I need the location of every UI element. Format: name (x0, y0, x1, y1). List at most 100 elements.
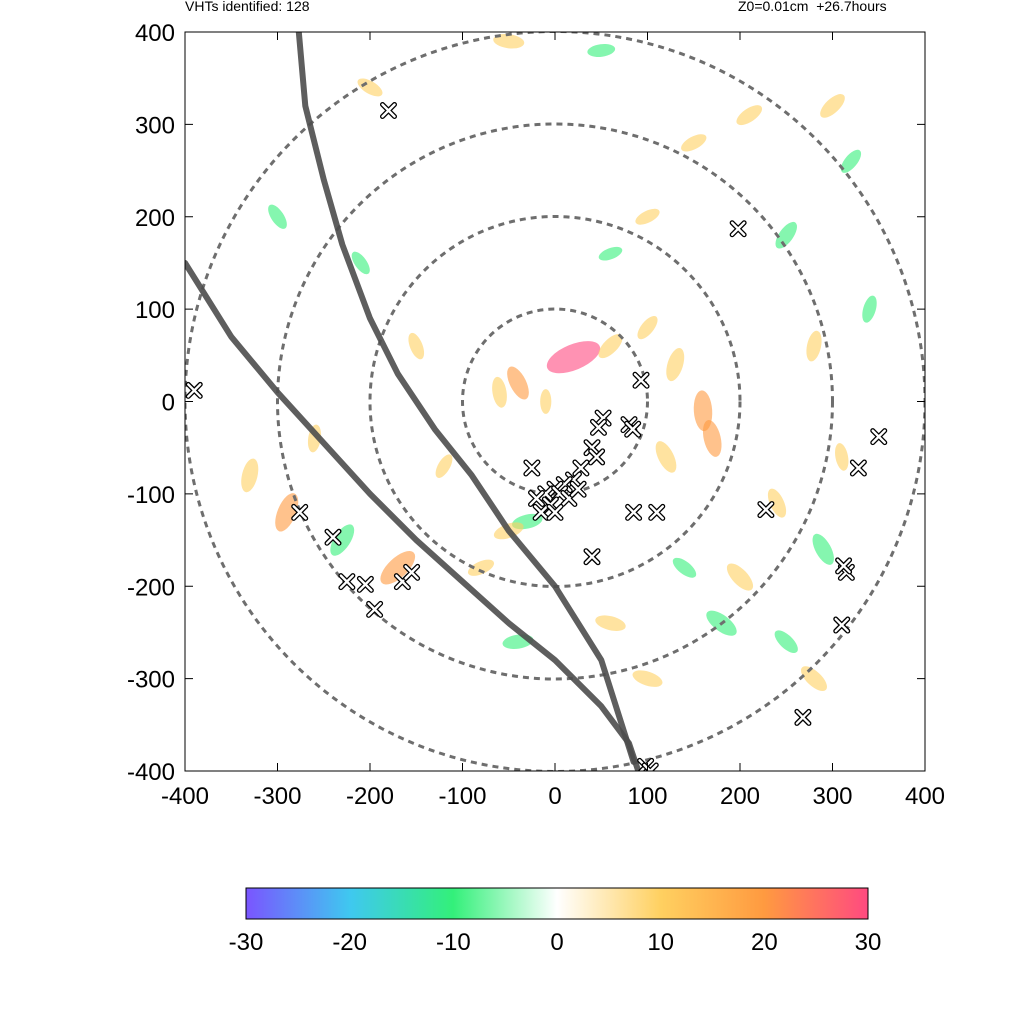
y-tick-label: -100 (127, 482, 175, 509)
field-patch (275, 493, 299, 532)
y-tick-label: 100 (135, 297, 175, 324)
field-patch (241, 458, 259, 493)
field-patch (351, 251, 370, 275)
vht-marker-fill (871, 429, 886, 444)
field-patch (435, 454, 453, 478)
vht-marker (583, 548, 601, 566)
vht-marker-fill (566, 472, 581, 488)
vht-marker (757, 501, 775, 519)
x-tick-label: -200 (346, 783, 394, 810)
vht-marker (594, 409, 612, 427)
y-tick-label: 300 (135, 112, 175, 139)
x-tick-label: 400 (905, 783, 945, 810)
field-patch (330, 524, 355, 556)
vht-marker-fill (834, 617, 849, 633)
colorbar-tick-label: 0 (550, 929, 563, 956)
y-tick-label: 400 (135, 20, 175, 47)
vht-marker (632, 371, 650, 389)
field-patch (540, 389, 552, 414)
vht-marker (572, 459, 590, 477)
vht-marker (565, 471, 582, 489)
vht-marker-fill (367, 602, 382, 617)
field-patch (637, 315, 658, 340)
storm-track (295, 32, 637, 765)
field-patch (840, 149, 862, 173)
vht-marker (537, 485, 555, 503)
range-ring (368, 215, 742, 588)
x-tick-label: -400 (161, 783, 209, 810)
vht-marker (523, 459, 541, 477)
vht-marker-fill (851, 460, 866, 476)
y-tick-label: 200 (135, 205, 175, 232)
vht-marker (546, 503, 564, 521)
vht-marker-fill (524, 460, 540, 476)
vht-marker (403, 563, 421, 581)
field-patch (492, 376, 507, 408)
field-patch (632, 670, 663, 687)
vht-marker-fill (625, 422, 640, 437)
vht-marker (356, 575, 374, 593)
colorbar-tick-label: -20 (332, 929, 367, 956)
vht-marker-fill (573, 460, 589, 476)
colorbar-tick-label: -30 (229, 929, 264, 956)
storm-track (185, 259, 642, 771)
field-patch (408, 332, 425, 360)
vht-marker-fill (187, 383, 202, 398)
vht-marker-fill (557, 477, 572, 492)
vht-marker-fill (570, 482, 586, 497)
field-patch (820, 94, 845, 118)
field-patch (666, 347, 685, 382)
vht-marker-fill (626, 505, 641, 520)
vht-marker-fill (584, 440, 600, 455)
x-tick-label: 300 (812, 783, 852, 810)
vht-marker (729, 220, 747, 238)
x-tick-label: -100 (438, 783, 486, 810)
vht-marker (324, 528, 342, 546)
vht-marker (641, 762, 659, 771)
field-patch (681, 134, 707, 152)
field-patch (493, 33, 525, 49)
field-patch (767, 488, 787, 518)
field-patch (726, 563, 754, 591)
vht-marker-fill (584, 549, 600, 564)
y-tick-label: -400 (127, 759, 175, 786)
field-patch (806, 330, 822, 362)
vht-marker (625, 503, 643, 521)
vht-marker-fill (538, 486, 553, 502)
vht-marker (291, 503, 309, 521)
colorbar-tick-label: 10 (647, 929, 674, 956)
field-patch (587, 43, 616, 57)
field-patch (812, 533, 834, 565)
vht-marker-fill (758, 502, 774, 517)
vht-marker-fill (358, 577, 373, 592)
vht-marker (870, 428, 888, 446)
vht-marker (794, 708, 812, 726)
vht-marker (583, 439, 601, 457)
vht-marker-fill (643, 763, 658, 771)
vht-marker (528, 489, 545, 507)
vht-marker-fill (529, 491, 544, 506)
vht-marker (380, 102, 397, 120)
vht-marker (185, 381, 203, 399)
vht-marker (624, 420, 642, 438)
range-ring (276, 122, 834, 681)
vht-marker (588, 448, 606, 466)
vht-markers (185, 102, 888, 771)
vht-marker (648, 503, 666, 521)
x-tick-label: 200 (720, 783, 760, 810)
field-patch (800, 666, 828, 692)
field-patch (774, 630, 798, 654)
y-tick-label: -300 (127, 667, 175, 694)
colorbar: -30 -20 -10 0 10 20 30 (229, 887, 881, 956)
vht-marker-fill (633, 373, 649, 388)
field-patch (357, 78, 383, 97)
vht-marker-fill (381, 103, 396, 118)
colorbar-gradient (245, 887, 869, 920)
field-patch (380, 551, 416, 585)
field-patch (598, 246, 623, 261)
vht-marker (366, 600, 384, 618)
field-patch (775, 221, 798, 249)
field-patch (598, 333, 623, 359)
vht-marker-fill (836, 558, 851, 574)
